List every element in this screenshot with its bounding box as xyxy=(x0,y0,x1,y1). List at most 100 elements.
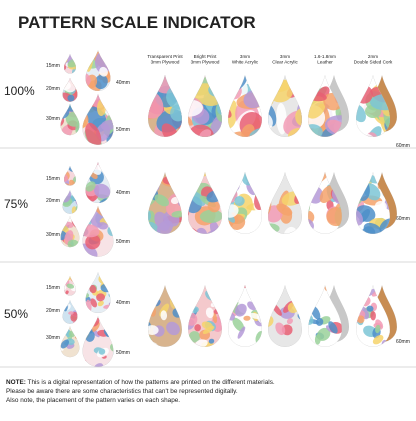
pattern-blob xyxy=(207,200,220,213)
pattern-blob xyxy=(160,310,168,321)
pattern-blob xyxy=(276,203,293,216)
drop-outline xyxy=(228,172,262,234)
pattern-blob xyxy=(170,104,182,122)
pattern-blob xyxy=(237,326,246,339)
scale-label: 75% xyxy=(4,197,28,211)
drop-outline xyxy=(268,172,302,234)
pattern-blob xyxy=(370,310,376,321)
material-label: 1.6-1.8mm xyxy=(314,54,336,59)
pattern-blob xyxy=(67,94,75,102)
pattern-blob xyxy=(64,173,68,183)
pattern-blob xyxy=(275,322,286,336)
pattern-blob xyxy=(372,334,384,345)
size-label: 15mm xyxy=(46,63,60,69)
size-label: 30mm xyxy=(46,335,60,341)
pattern-blob xyxy=(208,338,215,344)
size-label: 20mm xyxy=(46,86,60,92)
pattern-blob xyxy=(64,221,74,228)
pattern-blob xyxy=(161,123,179,137)
pattern-blob xyxy=(90,298,98,308)
size-label: 20mm xyxy=(46,198,60,204)
drop-outline xyxy=(64,54,76,74)
note-text: Please be aware there are some character… xyxy=(6,388,238,395)
drop-outline xyxy=(62,300,78,324)
pattern-blob xyxy=(60,230,67,241)
pattern-blob xyxy=(85,181,96,192)
pattern-blob xyxy=(234,195,245,206)
drop-outline xyxy=(82,94,114,145)
pattern-blob xyxy=(100,120,114,131)
drop-outline xyxy=(62,190,78,214)
pattern-blob xyxy=(154,194,170,207)
drop-outline xyxy=(356,285,390,347)
pattern-blob xyxy=(315,317,324,326)
pattern-blob xyxy=(68,311,74,315)
pattern-blob xyxy=(94,74,108,90)
drop-outline xyxy=(228,285,262,347)
pattern-blob xyxy=(89,284,97,294)
pattern-blob xyxy=(99,66,108,77)
size-label: 40mm xyxy=(116,190,130,196)
pattern-blob xyxy=(356,104,366,123)
pattern-blob xyxy=(65,290,69,295)
pattern-blob xyxy=(85,293,90,298)
pattern-blob xyxy=(327,119,342,135)
pattern-blob xyxy=(97,222,109,230)
material-label: 3mm xyxy=(280,54,290,59)
material-label: 2mm xyxy=(368,54,378,59)
pattern-blob xyxy=(212,312,218,324)
pattern-blob xyxy=(69,179,76,186)
drop-base xyxy=(228,285,262,347)
pattern-blob xyxy=(235,303,247,317)
size-label: 60mm xyxy=(396,216,410,222)
note: NOTE: This is a digital representation o… xyxy=(6,379,275,386)
pattern-blob xyxy=(194,324,201,332)
size-label: 30mm xyxy=(46,116,60,122)
pattern-blob xyxy=(210,110,222,135)
pattern-blob xyxy=(326,207,342,227)
drop xyxy=(188,75,222,137)
drop-outline xyxy=(356,75,390,137)
drop-outline xyxy=(268,285,302,347)
note-text: Also note, the placement of the pattern … xyxy=(6,397,180,404)
drop-outline xyxy=(60,216,80,248)
pattern-blob xyxy=(228,204,239,218)
pattern-blob xyxy=(93,363,104,367)
drop xyxy=(64,276,76,296)
drop-outline xyxy=(148,75,182,137)
pattern-blob xyxy=(249,127,262,137)
pattern-blob xyxy=(268,315,274,328)
material-label: 3mm Plywood xyxy=(151,60,180,65)
pattern-blob xyxy=(366,305,374,312)
pattern-blob xyxy=(60,339,70,349)
pattern-blob xyxy=(357,315,365,324)
pattern-blob xyxy=(66,283,75,289)
material-label: Clear Acrylic xyxy=(272,60,298,65)
material-label: Double Sided Cork xyxy=(354,60,393,65)
drop-outline xyxy=(188,285,222,347)
scale-label: 50% xyxy=(4,307,28,321)
size-label: 30mm xyxy=(46,232,60,238)
note-text: This is a digital representation of how … xyxy=(26,379,275,386)
drop-outline xyxy=(308,75,342,137)
pattern-blob xyxy=(97,300,104,307)
pattern-blob xyxy=(195,227,208,234)
pattern-blob xyxy=(283,226,298,234)
pattern-blob xyxy=(166,321,180,336)
pattern-blob xyxy=(374,200,387,212)
pattern-blob xyxy=(85,122,102,145)
pattern-blob xyxy=(243,315,251,321)
size-label: 15mm xyxy=(46,176,60,182)
drop-outline xyxy=(64,276,76,296)
pattern-blob xyxy=(386,330,390,338)
size-label: 20mm xyxy=(46,308,60,314)
pattern-blob xyxy=(96,293,106,302)
drop-outline xyxy=(268,75,302,137)
material-label: Transparent Print xyxy=(147,54,183,59)
pattern-blob xyxy=(228,205,235,223)
pattern-blob xyxy=(232,317,245,332)
drop-outline xyxy=(82,316,114,367)
size-label: 50mm xyxy=(116,350,130,356)
material-label: 3mm Plywood xyxy=(191,60,220,65)
